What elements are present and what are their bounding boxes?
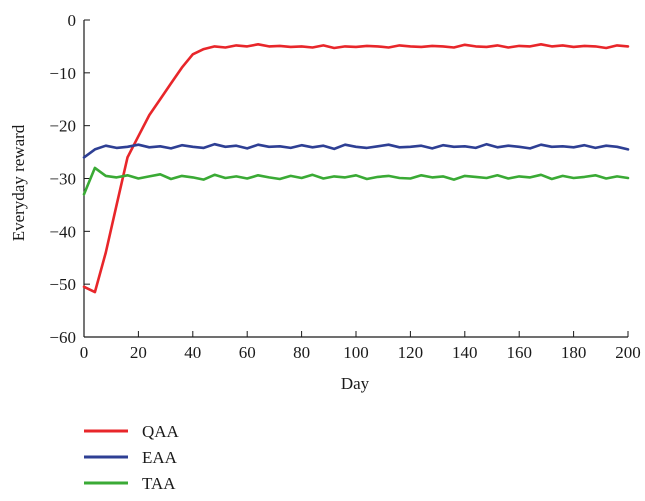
y-tick-label: −60 — [49, 328, 76, 347]
legend-label-taa: TAA — [142, 474, 176, 493]
x-tick-label: 20 — [130, 343, 147, 362]
y-tick-label: −50 — [49, 275, 76, 294]
x-axis-label: Day — [341, 374, 370, 393]
x-tick-label: 200 — [615, 343, 641, 362]
x-tick-label: 180 — [561, 343, 587, 362]
series-line-qaa — [82, 42, 630, 294]
y-tick-label: −30 — [49, 170, 76, 189]
x-tick-label: 160 — [506, 343, 532, 362]
series-line-taa — [82, 166, 630, 196]
y-tick-label: −20 — [49, 117, 76, 136]
x-tick-label: 80 — [293, 343, 310, 362]
x-tick-label: 40 — [184, 343, 201, 362]
y-tick-label: −10 — [49, 64, 76, 83]
x-tick-label: 0 — [80, 343, 89, 362]
legend: QAA EAA TAA — [84, 422, 180, 493]
y-tick-label: −40 — [49, 222, 76, 241]
y-axis-label: Everyday reward — [9, 124, 28, 241]
x-tick-label: 140 — [452, 343, 478, 362]
x-tick-label: 120 — [398, 343, 424, 362]
x-tick-label: 60 — [239, 343, 256, 362]
x-axis-ticks: 0 20 40 60 80 100 120 140 160 180 200 — [80, 331, 641, 362]
legend-label-eaa: EAA — [142, 448, 178, 467]
y-axis-ticks: 0 −10 −20 −30 −40 −50 −60 — [49, 11, 90, 347]
series-lines — [82, 42, 630, 294]
x-tick-label: 100 — [343, 343, 369, 362]
axes — [83, 20, 628, 338]
legend-label-qaa: QAA — [142, 422, 180, 441]
y-tick-label: 0 — [68, 11, 77, 30]
series-line-eaa — [82, 142, 630, 159]
